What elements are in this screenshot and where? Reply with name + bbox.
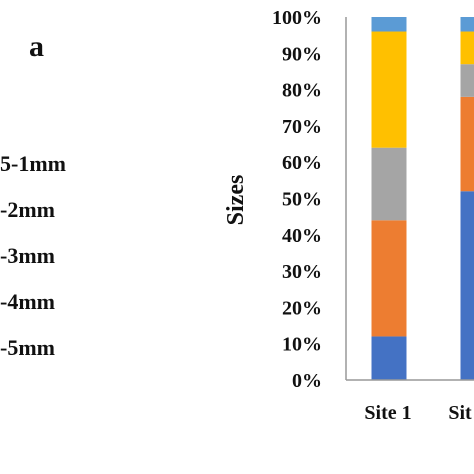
y-tick-label: 70% [282, 116, 322, 138]
y-tick-label: 30% [282, 261, 322, 283]
y-tick-label: 80% [282, 80, 322, 102]
bar-segment-cat2-series1 [460, 191, 474, 380]
bar-segment-cat2-series5 [460, 17, 474, 32]
bar-segment-cat1-series4 [371, 31, 407, 148]
bar-segment-cat1-series1 [371, 336, 407, 380]
y-axis-title: Sizes [223, 175, 249, 226]
y-tick-label: 10% [282, 334, 322, 356]
legend-label-3: -3mm [0, 243, 55, 268]
y-tick-label: 100% [272, 7, 322, 29]
x-category-label: Site 1 [364, 402, 411, 424]
bar-segment-cat2-series3 [460, 64, 474, 97]
bar-segment-cat2-series2 [460, 96, 474, 192]
legend-label-4: -4mm [0, 289, 55, 314]
legend-label-1: 5-1mm [0, 151, 66, 176]
y-tick-label: 90% [282, 43, 322, 65]
bar-segment-cat1-series2 [371, 220, 407, 337]
legend-label-2: -2mm [0, 197, 55, 222]
x-category-label: Sit [448, 402, 472, 424]
bar-segment-cat1-series3 [371, 147, 407, 221]
y-tick-labels: 0% 10% 20% 30% 40% 50% 60% 70% 80% 90% 100% [272, 7, 322, 392]
y-tick-label: 0% [292, 370, 322, 392]
y-tick-label: 60% [282, 152, 322, 174]
bar-segment-cat2-series4 [460, 31, 474, 65]
x-category-labels: Site 1 Sit [364, 402, 472, 424]
bars-group [371, 17, 474, 380]
legend-label-5: -5mm [0, 335, 55, 360]
y-tick-label: 50% [282, 189, 322, 211]
y-tick-label: 20% [282, 297, 322, 319]
bar-segment-cat1-series5 [371, 17, 407, 32]
panel-label: a [29, 30, 44, 63]
y-tick-label: 40% [282, 225, 322, 247]
